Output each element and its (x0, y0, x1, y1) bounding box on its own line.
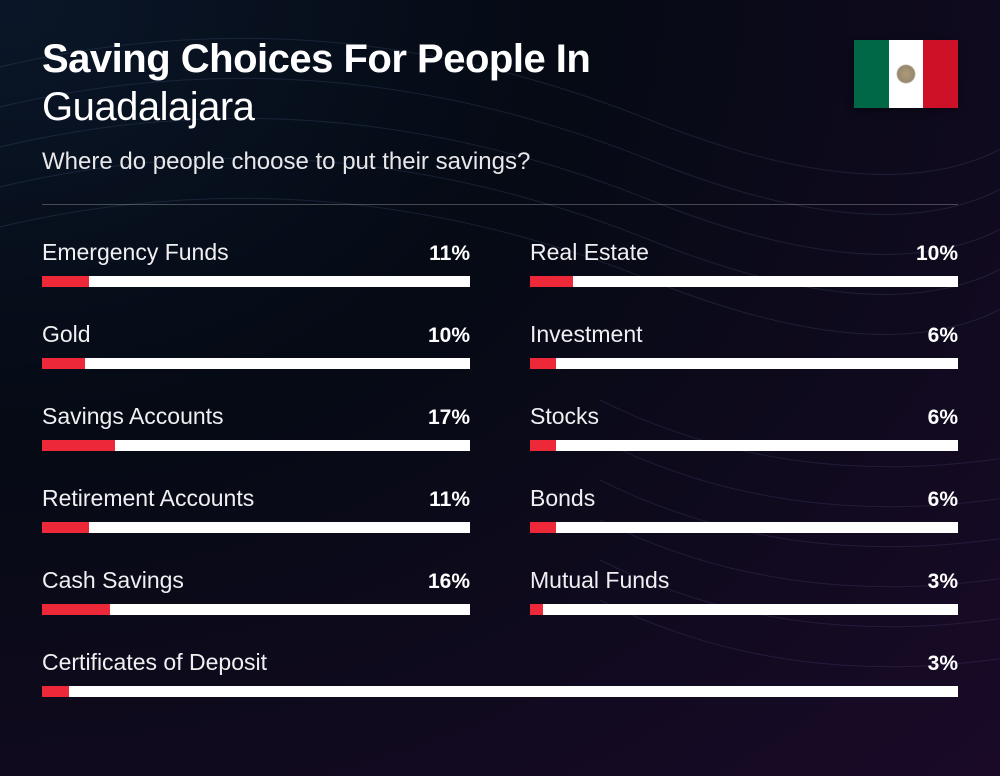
bar-fill (42, 604, 110, 615)
bar-fill (530, 522, 556, 533)
bar-fill (530, 358, 556, 369)
bar-fill (42, 358, 85, 369)
chart-item-label: Stocks (530, 403, 599, 430)
chart-item-value: 16% (428, 570, 470, 594)
bar-fill (530, 276, 573, 287)
chart-item-value: 11% (429, 242, 470, 266)
bar-fill (530, 440, 556, 451)
chart-item-value: 17% (428, 406, 470, 430)
chart-item-value: 10% (916, 242, 958, 266)
chart-item-label: Investment (530, 321, 643, 348)
divider (42, 204, 958, 205)
bar-fill (42, 440, 115, 451)
chart-item-value: 6% (928, 406, 958, 430)
chart-item-label: Retirement Accounts (42, 485, 254, 512)
bar-track (530, 604, 958, 615)
chart-item: Emergency Funds 11% (42, 239, 470, 287)
bar-track (42, 686, 958, 697)
chart-item: Cash Savings 16% (42, 567, 470, 615)
chart-item-value: 3% (928, 652, 958, 676)
chart-item-label: Emergency Funds (42, 239, 229, 266)
chart-item-value: 10% (428, 324, 470, 348)
bar-fill (42, 276, 89, 287)
chart-item: Certificates of Deposit 3% (42, 649, 958, 697)
chart-item: Retirement Accounts 11% (42, 485, 470, 533)
bar-track (530, 440, 958, 451)
chart-item-label: Mutual Funds (530, 567, 669, 594)
title-line2: Guadalajara (42, 84, 854, 130)
chart-item: Real Estate 10% (530, 239, 958, 287)
bar-fill (42, 686, 69, 697)
chart-item: Gold 10% (42, 321, 470, 369)
bar-fill (530, 604, 543, 615)
chart-item: Mutual Funds 3% (530, 567, 958, 615)
bar-fill (42, 522, 89, 533)
chart-item: Savings Accounts 17% (42, 403, 470, 451)
chart-item-label: Savings Accounts (42, 403, 224, 430)
mexico-flag-icon (854, 40, 958, 108)
bar-track (42, 604, 470, 615)
title-line1: Saving Choices For People In (42, 36, 854, 82)
chart-item-value: 3% (928, 570, 958, 594)
chart-item-value: 11% (429, 488, 470, 512)
bar-track (42, 358, 470, 369)
chart-item-label: Certificates of Deposit (42, 649, 267, 676)
bar-track (42, 522, 470, 533)
chart-item-label: Real Estate (530, 239, 649, 266)
bar-track (530, 276, 958, 287)
chart-item-value: 6% (928, 488, 958, 512)
chart-item: Investment 6% (530, 321, 958, 369)
subtitle: Where do people choose to put their savi… (42, 148, 854, 176)
chart-item: Stocks 6% (530, 403, 958, 451)
chart-item-label: Cash Savings (42, 567, 184, 594)
chart-item-label: Bonds (530, 485, 595, 512)
bar-track (42, 440, 470, 451)
bar-track (530, 522, 958, 533)
bar-track (530, 358, 958, 369)
chart-item-value: 6% (928, 324, 958, 348)
chart-item: Bonds 6% (530, 485, 958, 533)
bar-track (42, 276, 470, 287)
chart-item-label: Gold (42, 321, 91, 348)
chart-grid: Emergency Funds 11% Real Estate 10% Gold 10% I… (42, 239, 958, 697)
